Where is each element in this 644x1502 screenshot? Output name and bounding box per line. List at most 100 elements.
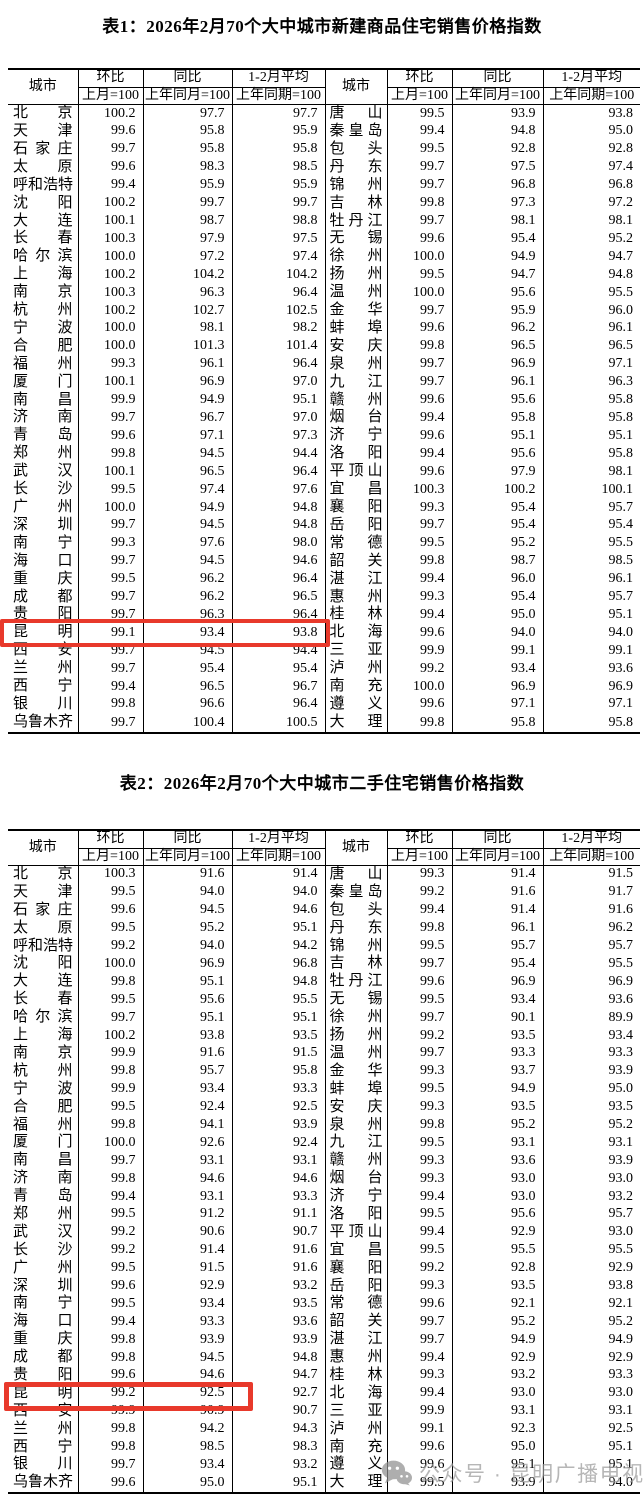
index-value-cell: 95.0 xyxy=(542,1080,640,1099)
index-value-cell: 96.4 xyxy=(231,283,325,302)
index-value-cell: 95.1 xyxy=(231,919,325,938)
index-value-cell: 99.6 xyxy=(77,1473,143,1493)
city-cell: 赣州 xyxy=(324,1151,387,1170)
city-cell: 济南 xyxy=(13,409,73,426)
index-value-cell: 95.4 xyxy=(451,516,543,535)
index-value-cell: 94.5 xyxy=(142,552,232,571)
index-value-cell: 94.0 xyxy=(451,623,543,642)
city-cell: 福州 xyxy=(13,355,73,372)
city-cell: 乌鲁木齐 xyxy=(13,714,74,731)
index-value-cell: 93.4 xyxy=(142,1455,232,1474)
index-value-cell: 99.8 xyxy=(77,444,143,463)
table-row: 哈尔滨 99.7 95.1 95.1 徐州 99.7 90.1 89.9 xyxy=(8,1008,640,1027)
index-value-cell: 100.5 xyxy=(231,713,325,733)
index-value-cell: 95.1 xyxy=(542,605,640,624)
index-value-cell: 99.7 xyxy=(386,355,452,374)
city-cell: 南充 xyxy=(324,1438,387,1456)
index-value-cell: 99.5 xyxy=(386,265,452,284)
index-value-cell: 100.0 xyxy=(386,677,452,696)
col-header-yoy: 同比 xyxy=(142,830,232,849)
index-value-cell: 99.6 xyxy=(386,229,452,248)
index-value-cell: 94.6 xyxy=(142,1366,232,1385)
city-cell: 宁波 xyxy=(13,319,73,336)
city-cell: 郑州 xyxy=(13,1205,73,1222)
col-subheader-avg-base: 上年同期=100 xyxy=(542,848,640,866)
index-value-cell: 98.5 xyxy=(142,1438,232,1456)
city-cell: 牡丹江 xyxy=(324,212,387,230)
index-value-cell: 99.7 xyxy=(77,140,143,159)
table-row: 郑州 99.5 91.2 91.1 洛阳 99.5 95.6 95.7 xyxy=(8,1205,640,1224)
city-cell: 贵阳 xyxy=(13,1366,73,1383)
index-value-cell: 99.4 xyxy=(386,1384,452,1403)
index-value-cell: 96.2 xyxy=(451,319,543,338)
index-value-cell: 93.7 xyxy=(451,1062,543,1081)
index-value-cell: 97.2 xyxy=(142,247,232,266)
index-value-cell: 97.2 xyxy=(542,194,640,213)
table-row: 南京 100.3 96.3 96.4 温州 100.0 95.6 95.5 xyxy=(8,283,640,302)
index-value-cell: 99.4 xyxy=(386,444,452,463)
index-value-cell: 93.4 xyxy=(451,659,543,678)
city-cell: 南宁 xyxy=(13,534,73,551)
table-row: 武汉 99.2 90.6 90.7 平顶山 99.4 92.9 93.0 xyxy=(8,1223,640,1242)
city-cell: 遵义 xyxy=(324,1455,387,1474)
index-value-cell: 95.8 xyxy=(142,122,232,141)
index-value-cell: 92.8 xyxy=(451,140,543,159)
index-value-cell: 99.7 xyxy=(386,158,452,177)
index-value-cell: 99.5 xyxy=(77,990,143,1009)
index-value-cell: 99.2 xyxy=(386,883,452,902)
city-cell: 锦州 xyxy=(324,176,387,195)
index-value-cell: 93.5 xyxy=(451,1026,543,1045)
index-value-cell: 93.2 xyxy=(231,1455,325,1474)
index-value-cell: 94.2 xyxy=(142,1420,232,1439)
col-header-yoy: 同比 xyxy=(142,69,232,88)
index-value-cell: 95.4 xyxy=(451,955,543,973)
city-cell: 丹东 xyxy=(324,158,387,177)
col-header-avg: 1-2月平均 xyxy=(542,69,640,88)
city-cell: 秦皇岛 xyxy=(324,883,387,902)
index-value-cell: 94.6 xyxy=(231,901,325,920)
index-value-cell: 99.6 xyxy=(77,1277,143,1295)
table-row: 呼和浩特 99.4 95.9 95.9 锦州 99.7 96.8 96.8 xyxy=(8,176,640,195)
index-value-cell: 95.6 xyxy=(142,990,232,1009)
watermark-text: 公众号 · 昆明广播电视台 xyxy=(419,1463,644,1486)
city-cell: 九江 xyxy=(324,1133,387,1152)
index-value-cell: 99.7 xyxy=(77,605,143,624)
index-value-cell: 99.7 xyxy=(77,1455,143,1474)
index-value-cell: 96.2 xyxy=(142,588,232,606)
index-value-cell: 94.8 xyxy=(231,1348,325,1367)
index-value-cell: 98.7 xyxy=(451,552,543,571)
col-header-avg: 1-2月平均 xyxy=(542,830,640,849)
index-value-cell: 99.8 xyxy=(77,1330,143,1349)
city-cell: 长春 xyxy=(13,230,73,247)
index-value-cell: 96.1 xyxy=(542,570,640,589)
city-cell: 南昌 xyxy=(13,1152,73,1169)
city-cell: 遵义 xyxy=(324,695,387,714)
city-cell: 安庆 xyxy=(324,1098,387,1117)
index-value-cell: 93.6 xyxy=(231,1312,325,1331)
col-header-mom: 环比 xyxy=(386,830,452,849)
index-value-cell: 99.4 xyxy=(77,677,143,696)
index-value-cell: 93.5 xyxy=(231,1026,325,1045)
index-value-cell: 99.3 xyxy=(386,1098,452,1117)
index-value-cell: 100.4 xyxy=(142,713,232,733)
city-cell: 石家庄 xyxy=(13,140,73,157)
index-value-cell: 94.9 xyxy=(451,1080,543,1099)
index-value-cell: 96.3 xyxy=(142,605,232,624)
index-value-cell: 97.0 xyxy=(231,409,325,427)
index-value-cell: 96.6 xyxy=(142,695,232,714)
index-value-cell: 95.8 xyxy=(542,444,640,463)
index-value-cell: 99.9 xyxy=(77,1044,143,1063)
city-cell: 长沙 xyxy=(13,481,73,498)
index-value-cell: 99.3 xyxy=(386,1277,452,1295)
index-value-cell: 93.0 xyxy=(542,1223,640,1242)
city-cell: 沈阳 xyxy=(13,194,73,211)
index-value-cell: 92.8 xyxy=(451,1259,543,1278)
index-value-cell: 93.9 xyxy=(451,1473,543,1493)
col-subheader-yoy-base: 上年同月=100 xyxy=(451,87,543,105)
city-cell: 海口 xyxy=(13,1313,73,1330)
index-value-cell: 99.9 xyxy=(77,391,143,410)
index-value-cell: 95.1 xyxy=(451,426,543,445)
index-value-cell: 96.5 xyxy=(142,677,232,696)
city-cell: 唐山 xyxy=(324,104,387,123)
index-value-cell: 98.8 xyxy=(231,212,325,230)
